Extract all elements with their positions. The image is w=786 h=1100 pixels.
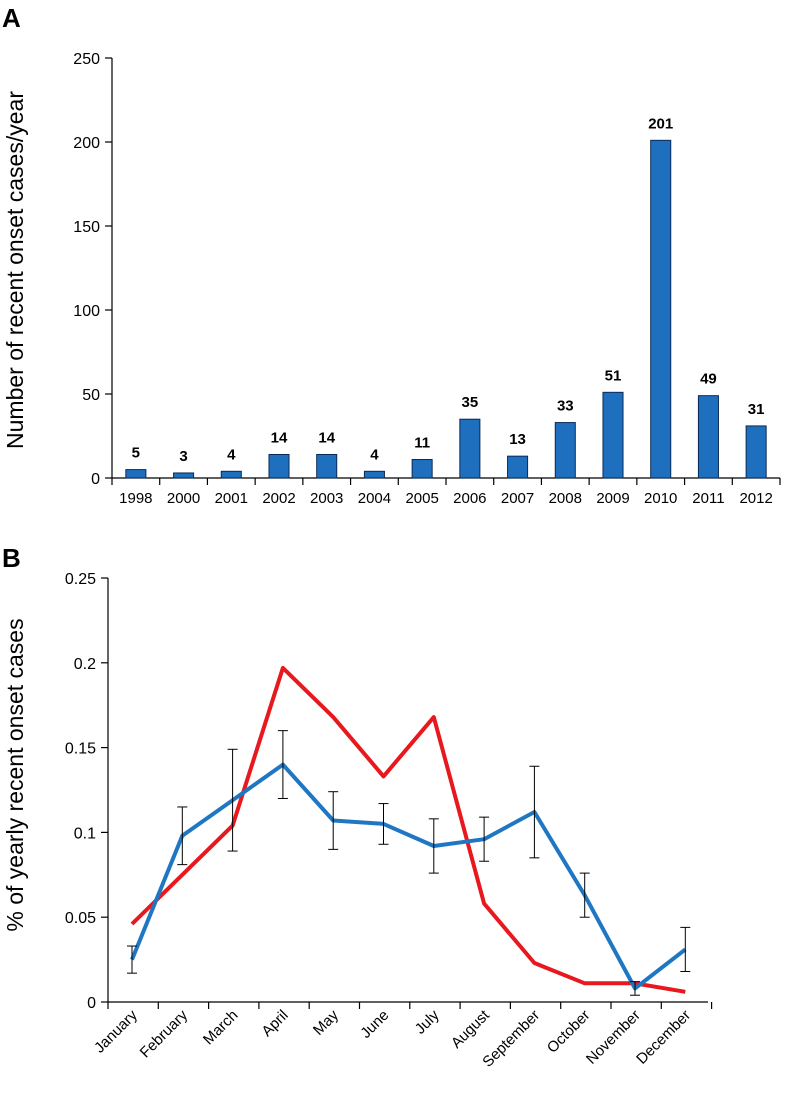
panel-a-x-tick-label: 2001 <box>215 490 248 507</box>
bar-value-label: 4 <box>227 446 236 463</box>
bar-2010 <box>650 139 672 479</box>
panel-a-y-tick-label: 100 <box>73 303 100 320</box>
panel-b-x-tick-label: December <box>633 1007 694 1068</box>
panel-a-y-tick-label: 200 <box>73 135 100 152</box>
bar-value-label: 35 <box>462 394 479 411</box>
panel-b-x-tick-label: August <box>448 1006 494 1052</box>
bar-value-label: 5 <box>132 445 140 462</box>
bar-2005 <box>411 459 433 479</box>
bar-value-label: 13 <box>509 431 526 448</box>
panel-a-x-tick-label: 2002 <box>262 490 295 507</box>
panel-a-x-tick-label: 2011 <box>692 490 724 507</box>
bar-2012 <box>745 425 767 479</box>
panel-b-y-tick-label: 0.05 <box>65 910 96 927</box>
panel-b-line-chart: B % of yearly recent onset cases 0 0.05 0.… <box>2 543 713 1071</box>
panel-a-bars <box>125 139 767 479</box>
bar-2003 <box>316 453 338 479</box>
bar-1998 <box>125 469 147 479</box>
panel-a-bar-chart: A Number of recent onset cases/year 0 50 1… <box>2 3 781 507</box>
panel-b-series-lines <box>130 665 687 994</box>
bar-2001 <box>220 470 242 479</box>
bar-value-label: 49 <box>700 371 717 388</box>
bar-2002 <box>268 453 290 479</box>
panel-a-x-tick-label: 1998 <box>119 490 152 507</box>
blue-series-line <box>130 762 687 991</box>
panel-b-y-tick-label: 0.25 <box>65 571 96 588</box>
bar-2009 <box>602 391 624 479</box>
bar-value-label: 3 <box>179 448 187 465</box>
panel-b-x-tick-label: July <box>412 1006 443 1037</box>
panel-b-label: B <box>2 543 21 573</box>
bar-value-label: 4 <box>370 446 379 463</box>
panel-b-y-tick-label: 0.15 <box>65 741 96 758</box>
panel-a-x-tick-label: 2004 <box>358 490 391 507</box>
panel-a-x-tick-label: 2008 <box>549 490 582 507</box>
bar-value-label: 33 <box>557 398 574 415</box>
panel-b-x-tick-label: January <box>91 1006 141 1056</box>
panel-a-x-tick-label: 2006 <box>453 490 486 507</box>
panel-a-y-axis-label: Number of recent onset cases/year <box>2 91 28 449</box>
panel-a-x-tick-label: 2007 <box>501 490 534 507</box>
bar-value-label: 201 <box>648 115 673 132</box>
panel-a-x-tick-label: 2010 <box>644 490 677 507</box>
bar-value-label: 51 <box>605 367 622 384</box>
red-series-line <box>130 665 686 994</box>
bar-2008 <box>554 422 576 479</box>
panel-a-x-tick-label: 2003 <box>310 490 343 507</box>
panel-b-y-tick-label: 0.1 <box>74 825 96 842</box>
bar-2000 <box>173 472 195 479</box>
panel-b-y-axis-label: % of yearly recent onset cases <box>2 618 28 931</box>
panel-b-x-tick-label: June <box>357 1007 392 1042</box>
panel-b-x-tick-label: October <box>544 1007 594 1057</box>
panel-b-y-tick-label: 0 <box>87 995 96 1012</box>
panel-a-x-tick-label: 2000 <box>167 490 200 507</box>
bar-2006 <box>459 418 481 479</box>
panel-b-x-tick-label: February <box>137 1006 192 1061</box>
panel-b-error-bars <box>127 730 691 996</box>
panel-a-y-tick-label: 250 <box>73 51 100 68</box>
panel-a-axes: 0 50 100 150 200 250 1998 2000 2001 2002 2003 2004 2… <box>73 51 781 507</box>
panel-b-x-tick-label: May <box>310 1006 342 1038</box>
panel-a-x-tick-label: 2009 <box>596 490 629 507</box>
bar-2004 <box>363 470 385 479</box>
panel-b-x-tick-label: April <box>258 1007 291 1040</box>
bar-value-label: 14 <box>318 429 335 446</box>
bar-2011 <box>697 395 719 479</box>
panel-a-y-tick-label: 150 <box>73 219 100 236</box>
panel-a-data-labels: 5 3 4 14 14 4 11 35 13 33 51 201 49 31 <box>132 115 765 465</box>
bar-2007 <box>507 455 529 479</box>
panel-b-y-tick-label: 0.2 <box>74 656 96 673</box>
panel-a-x-tick-label: 2012 <box>739 490 772 507</box>
bar-value-label: 11 <box>414 435 430 452</box>
panel-a-y-tick-label: 0 <box>91 471 100 488</box>
panel-b-x-tick-label: March <box>200 1007 241 1048</box>
panel-a-y-tick-label: 50 <box>82 387 100 404</box>
panel-a-label: A <box>2 3 21 33</box>
bar-value-label: 14 <box>271 429 288 446</box>
bar-value-label: 31 <box>748 401 765 418</box>
panel-a-x-tick-label: 2005 <box>405 490 438 507</box>
